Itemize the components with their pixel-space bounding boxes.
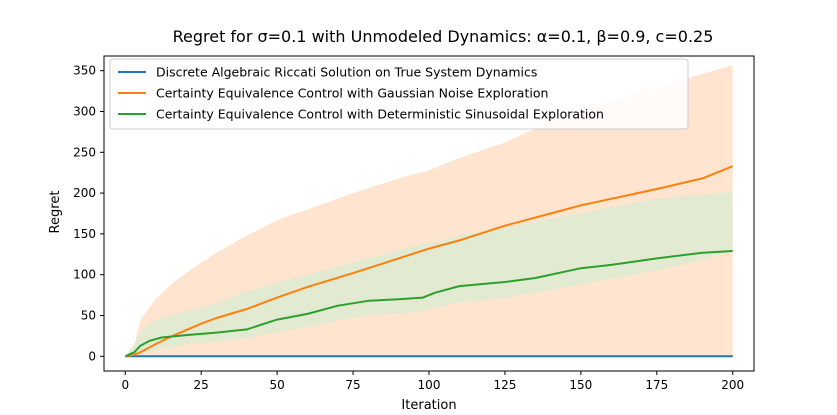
legend-label-2: Certainty Equivalence Control with Deter… xyxy=(156,107,604,122)
x-tick-label: 25 xyxy=(194,378,209,392)
x-tick-label: 75 xyxy=(345,378,360,392)
y-tick-label: 0 xyxy=(88,349,96,363)
x-tick-label: 50 xyxy=(269,378,284,392)
confidence-band-2 xyxy=(125,191,733,357)
series-line-1 xyxy=(125,165,734,358)
y-tick-label: 100 xyxy=(73,268,96,282)
y-tick-label: 150 xyxy=(73,227,96,241)
y-tick-label: 200 xyxy=(73,186,96,200)
x-tick-label: 0 xyxy=(121,378,129,392)
x-tick-label: 150 xyxy=(569,378,592,392)
series-lines xyxy=(124,165,734,358)
legend-label-1: Certainty Equivalence Control with Gauss… xyxy=(156,86,548,101)
y-tick-label: 50 xyxy=(81,309,96,323)
x-axis-label: Iteration xyxy=(401,398,456,413)
y-tick-label: 350 xyxy=(73,64,96,78)
legend: Discrete Algebraic Riccati Solution on T… xyxy=(109,58,689,130)
legend-label-0: Discrete Algebraic Riccati Solution on T… xyxy=(156,65,537,80)
y-tick-label: 250 xyxy=(73,145,96,159)
confidence-bands xyxy=(125,65,733,357)
x-tick-label: 125 xyxy=(493,378,516,392)
legend-box xyxy=(109,58,689,130)
axes: 0 25 50 75 100 125 150 175 200 0 50 100 150 200 250 300… xyxy=(73,55,755,392)
x-tick-label: 200 xyxy=(721,378,744,392)
chart-title: Regret for σ=0.1 with Unmodeled Dynamics… xyxy=(173,27,714,46)
x-tick-label: 175 xyxy=(645,378,668,392)
y-tick-label: 300 xyxy=(73,104,96,118)
y-axis-label: Regret xyxy=(48,191,63,234)
x-tick-label: 100 xyxy=(418,378,441,392)
series-line-2 xyxy=(124,250,733,358)
